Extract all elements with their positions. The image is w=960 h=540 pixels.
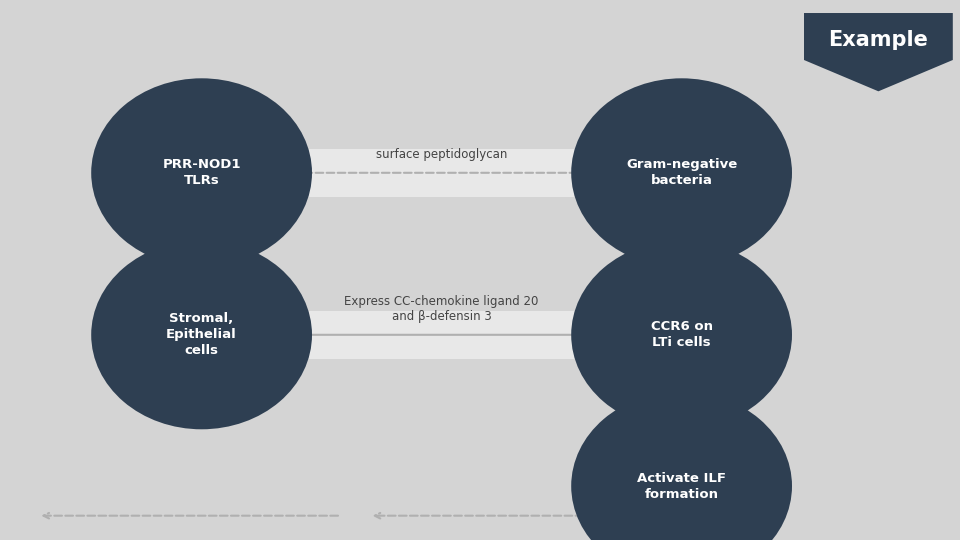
Polygon shape <box>804 13 952 91</box>
Ellipse shape <box>571 78 792 267</box>
Text: Activate ILF
formation: Activate ILF formation <box>637 471 726 501</box>
Text: surface peptidoglycan: surface peptidoglycan <box>376 148 507 161</box>
Ellipse shape <box>571 392 792 540</box>
Ellipse shape <box>91 240 312 429</box>
FancyBboxPatch shape <box>268 310 615 359</box>
Text: PRR-NOD1
TLRs: PRR-NOD1 TLRs <box>162 158 241 187</box>
Text: Gram-negative
bacteria: Gram-negative bacteria <box>626 158 737 187</box>
FancyBboxPatch shape <box>268 148 615 197</box>
Text: Example: Example <box>828 30 928 51</box>
Ellipse shape <box>91 78 312 267</box>
FancyBboxPatch shape <box>663 387 700 434</box>
Text: CCR6 on
LTi cells: CCR6 on LTi cells <box>651 320 712 349</box>
Text: Express CC-chemokine ligand 20
and β-defensin 3: Express CC-chemokine ligand 20 and β-def… <box>345 295 539 323</box>
Text: Stromal,
Epithelial
cells: Stromal, Epithelial cells <box>166 312 237 357</box>
Ellipse shape <box>571 240 792 429</box>
FancyBboxPatch shape <box>183 225 220 283</box>
